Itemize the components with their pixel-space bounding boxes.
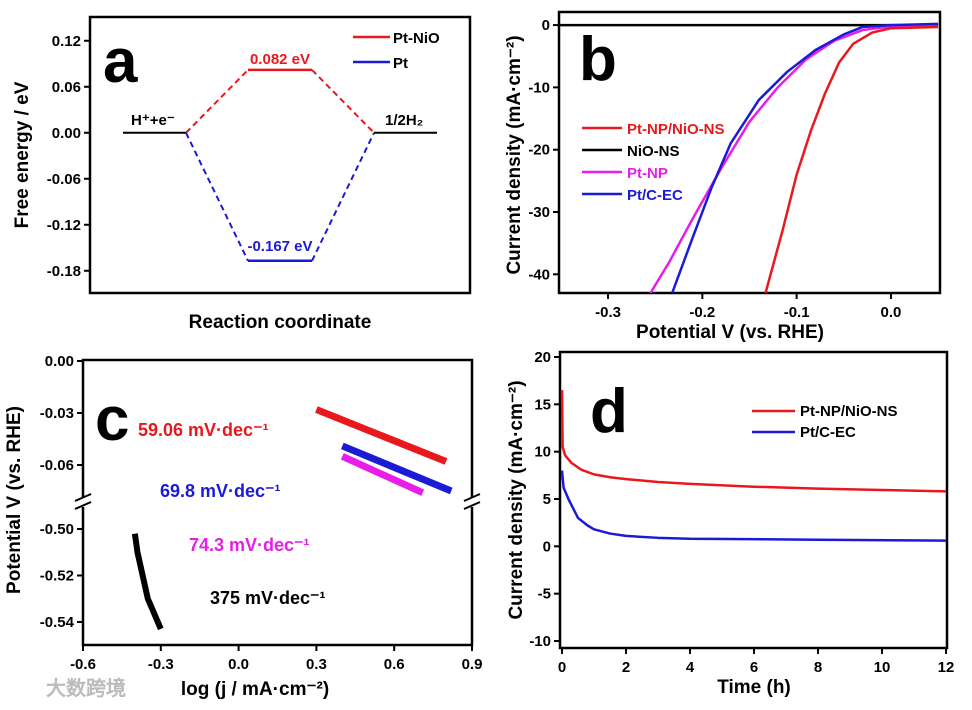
y-tick-label: -0.12 bbox=[47, 217, 81, 234]
tafel-slope-label: 375 mV·dec⁻¹ bbox=[210, 588, 326, 608]
y-tick-label: 0.00 bbox=[52, 125, 81, 142]
y-tick-label: 10 bbox=[534, 444, 551, 461]
series-line-pt-c-ec bbox=[670, 22, 939, 293]
tafel-series-pt-c-ec bbox=[340, 442, 453, 495]
y-tick-label: -0.03 bbox=[40, 405, 74, 422]
axis-break-gap bbox=[77, 497, 89, 507]
y-tick-label: -0.06 bbox=[40, 457, 74, 474]
y-axis-label: Current density (mA·cm⁻²) bbox=[506, 380, 527, 619]
y-tick-label: 5 bbox=[543, 491, 551, 508]
y-tick-label: -30 bbox=[528, 204, 550, 221]
tafel-slope-label: 74.3 mV·dec⁻¹ bbox=[189, 535, 310, 555]
legend-label: Pt/C-EC bbox=[800, 424, 856, 441]
series-dash-left bbox=[185, 132, 249, 262]
y-tick-label: -0.54 bbox=[40, 614, 75, 631]
axis-break-mark bbox=[74, 493, 92, 502]
legend-label: Pt-NiO bbox=[393, 30, 440, 47]
y-tick-label: -0.52 bbox=[40, 568, 74, 585]
x-axis-label: Time (h) bbox=[717, 677, 791, 698]
legend-label: Pt-NP bbox=[627, 165, 668, 182]
state-label-initial: H⁺+e⁻ bbox=[131, 112, 175, 129]
panel-c: 0.00 -0.03 -0.06 -0.50 -0.52 -0.54 -0.6 -0.3 0.0… bbox=[4, 353, 482, 700]
panel-letter: a bbox=[103, 27, 138, 96]
x-tick-label: 4 bbox=[686, 659, 695, 676]
tafel-series-pt-np bbox=[340, 453, 425, 496]
plot-frame bbox=[88, 15, 472, 295]
y-tick-label: 0 bbox=[543, 538, 551, 555]
y-tick-label: -0.06 bbox=[47, 171, 81, 188]
x-tick-label: 12 bbox=[938, 659, 955, 676]
y-tick-label: -20 bbox=[528, 142, 550, 159]
x-tick-label: 0 bbox=[558, 659, 566, 676]
plot-frame bbox=[557, 10, 942, 295]
y-tick-label: -0.50 bbox=[40, 521, 74, 538]
energy-annotation: -0.167 eV bbox=[247, 238, 312, 255]
x-tick-label: 10 bbox=[874, 659, 891, 676]
x-tick-label: -0.1 bbox=[784, 304, 810, 321]
y-tick-label: -40 bbox=[528, 266, 550, 283]
axis-break-mark bbox=[463, 501, 481, 510]
series-line-pt-c-ec bbox=[560, 470, 947, 542]
x-axis-label: log (j / mA·cm⁻²) bbox=[181, 679, 329, 700]
y-tick-label: 15 bbox=[534, 396, 551, 413]
tafel-series-pt-np-nio-ns bbox=[315, 406, 448, 465]
y-tick-label: 0.06 bbox=[52, 79, 81, 96]
series-group bbox=[559, 22, 939, 293]
y-tick-label: -5 bbox=[538, 586, 551, 603]
y-tick-label: 20 bbox=[534, 349, 551, 366]
panel-d: 20 15 10 5 0 -5 -10 0 2 4 6 8 10 12 d Pt-NP/NiO-NS Pt/C-… bbox=[506, 349, 954, 698]
legend-label: Pt/C-EC bbox=[627, 187, 683, 204]
x-tick-label: 0.9 bbox=[462, 656, 483, 673]
tafel-slope-label: 69.8 mV·dec⁻¹ bbox=[160, 481, 281, 501]
y-axis-label: Potential V (vs. RHE) bbox=[4, 406, 25, 594]
y-axis-label: Free energy / eV bbox=[12, 81, 33, 228]
panel-a: 0.12 0.06 0.00 -0.06 -0.12 -0.18 a H⁺+e⁻ 1/2H₂ 0.… bbox=[12, 15, 472, 333]
x-tick-label: 0.0 bbox=[881, 304, 902, 321]
axis-break-mark bbox=[463, 493, 481, 502]
y-tick-label: -10 bbox=[529, 633, 551, 650]
series-line-pt-np-nio-ns bbox=[764, 25, 939, 293]
watermark: 大数跨境 bbox=[46, 676, 126, 700]
tafel-slope-label: 59.06 mV·dec⁻¹ bbox=[138, 420, 269, 440]
panel-letter: d bbox=[590, 377, 628, 446]
y-tick-label: -0.18 bbox=[47, 263, 81, 280]
energy-annotation: 0.082 eV bbox=[250, 51, 310, 68]
panel-letter: c bbox=[95, 385, 129, 454]
x-tick-label: -0.3 bbox=[595, 304, 621, 321]
x-tick-label: 0.6 bbox=[384, 656, 405, 673]
x-axis-label: Reaction coordinate bbox=[189, 312, 372, 333]
legend-label: Pt-NP/NiO-NS bbox=[800, 403, 898, 420]
x-tick-label: 6 bbox=[750, 659, 758, 676]
x-tick-label: -0.3 bbox=[148, 656, 174, 673]
y-tick-label: 0.12 bbox=[52, 33, 81, 50]
panel-letter: b bbox=[579, 25, 617, 94]
tafel-series-nio-ns bbox=[131, 533, 164, 631]
panel-b: 0 -10 -20 -30 -40 -0.3 -0.2 -0.1 0.0 b Pt-NP/NiO-N… bbox=[504, 10, 942, 343]
series-dash-left bbox=[185, 69, 249, 134]
x-tick-label: -0.6 bbox=[70, 656, 96, 673]
x-tick-label: 2 bbox=[622, 659, 630, 676]
legend-label: Pt-NP/NiO-NS bbox=[627, 121, 725, 138]
legend-label: NiO-NS bbox=[627, 143, 680, 160]
x-axis-label: Potential V (vs. RHE) bbox=[636, 322, 824, 343]
x-tick-label: -0.2 bbox=[689, 304, 715, 321]
y-axis-label: Current density (mA·cm⁻²) bbox=[504, 35, 525, 274]
axis-break-gap bbox=[466, 497, 478, 507]
axis-break-mark bbox=[74, 501, 92, 510]
y-tick-label: -10 bbox=[528, 79, 550, 96]
x-tick-label: 0.0 bbox=[228, 656, 249, 673]
y-tick-label: 0.00 bbox=[45, 353, 74, 370]
x-tick-label: 0.3 bbox=[306, 656, 327, 673]
legend-label: Pt bbox=[393, 55, 408, 72]
series-dash-right bbox=[311, 69, 375, 134]
y-tick-label: 0 bbox=[542, 17, 550, 34]
x-tick-label: 8 bbox=[814, 659, 822, 676]
state-label-final: 1/2H₂ bbox=[385, 112, 423, 129]
series-dash-right bbox=[311, 132, 375, 262]
series-line-pt-np-nio-ns bbox=[560, 390, 947, 493]
series-line-pt-np bbox=[649, 23, 939, 293]
